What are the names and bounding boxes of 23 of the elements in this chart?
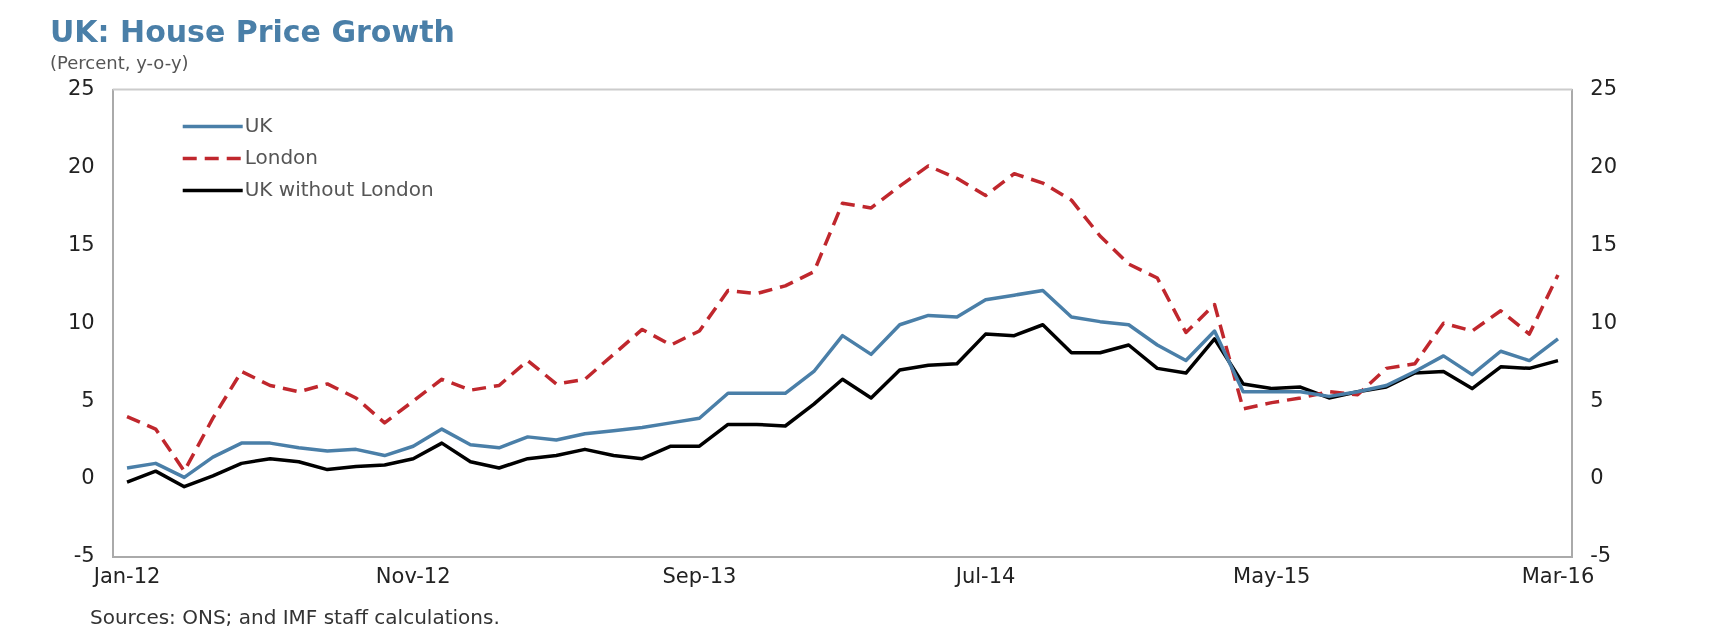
legend-label: UK (244, 112, 274, 137)
x-tick-label: Nov-12 (375, 563, 451, 588)
y2-tick-label: 15 (1590, 231, 1618, 256)
y-tick-label: 25 (67, 76, 95, 101)
chart-subtitle: (Percent, y-o-y) (50, 52, 189, 74)
y2-tick-label: 25 (1590, 76, 1618, 101)
x-tick-label: Sep-13 (662, 563, 737, 588)
y2-tick-label: 20 (1590, 153, 1618, 178)
y2-tick-label: 5 (1590, 387, 1604, 412)
x-tick-label: May-15 (1233, 563, 1311, 588)
source-note: Sources: ONS; and IMF staff calculations. (90, 605, 500, 629)
legend-label: London (244, 144, 319, 169)
x-tick-label: Jul-14 (953, 563, 1016, 588)
y-tick-label: 15 (67, 231, 95, 256)
y-tick-label: 10 (67, 309, 95, 334)
y-tick-label: 5 (81, 387, 95, 412)
y-tick-label: 20 (67, 153, 95, 178)
chart-title: UK: House Price Growth (50, 13, 455, 49)
legend-label: UK without London (244, 176, 434, 201)
line-series (125, 164, 1560, 473)
y2-tick-label: 10 (1590, 309, 1618, 334)
y2-tick-label: 0 (1590, 465, 1604, 490)
y-tick-label: 0 (81, 465, 95, 490)
